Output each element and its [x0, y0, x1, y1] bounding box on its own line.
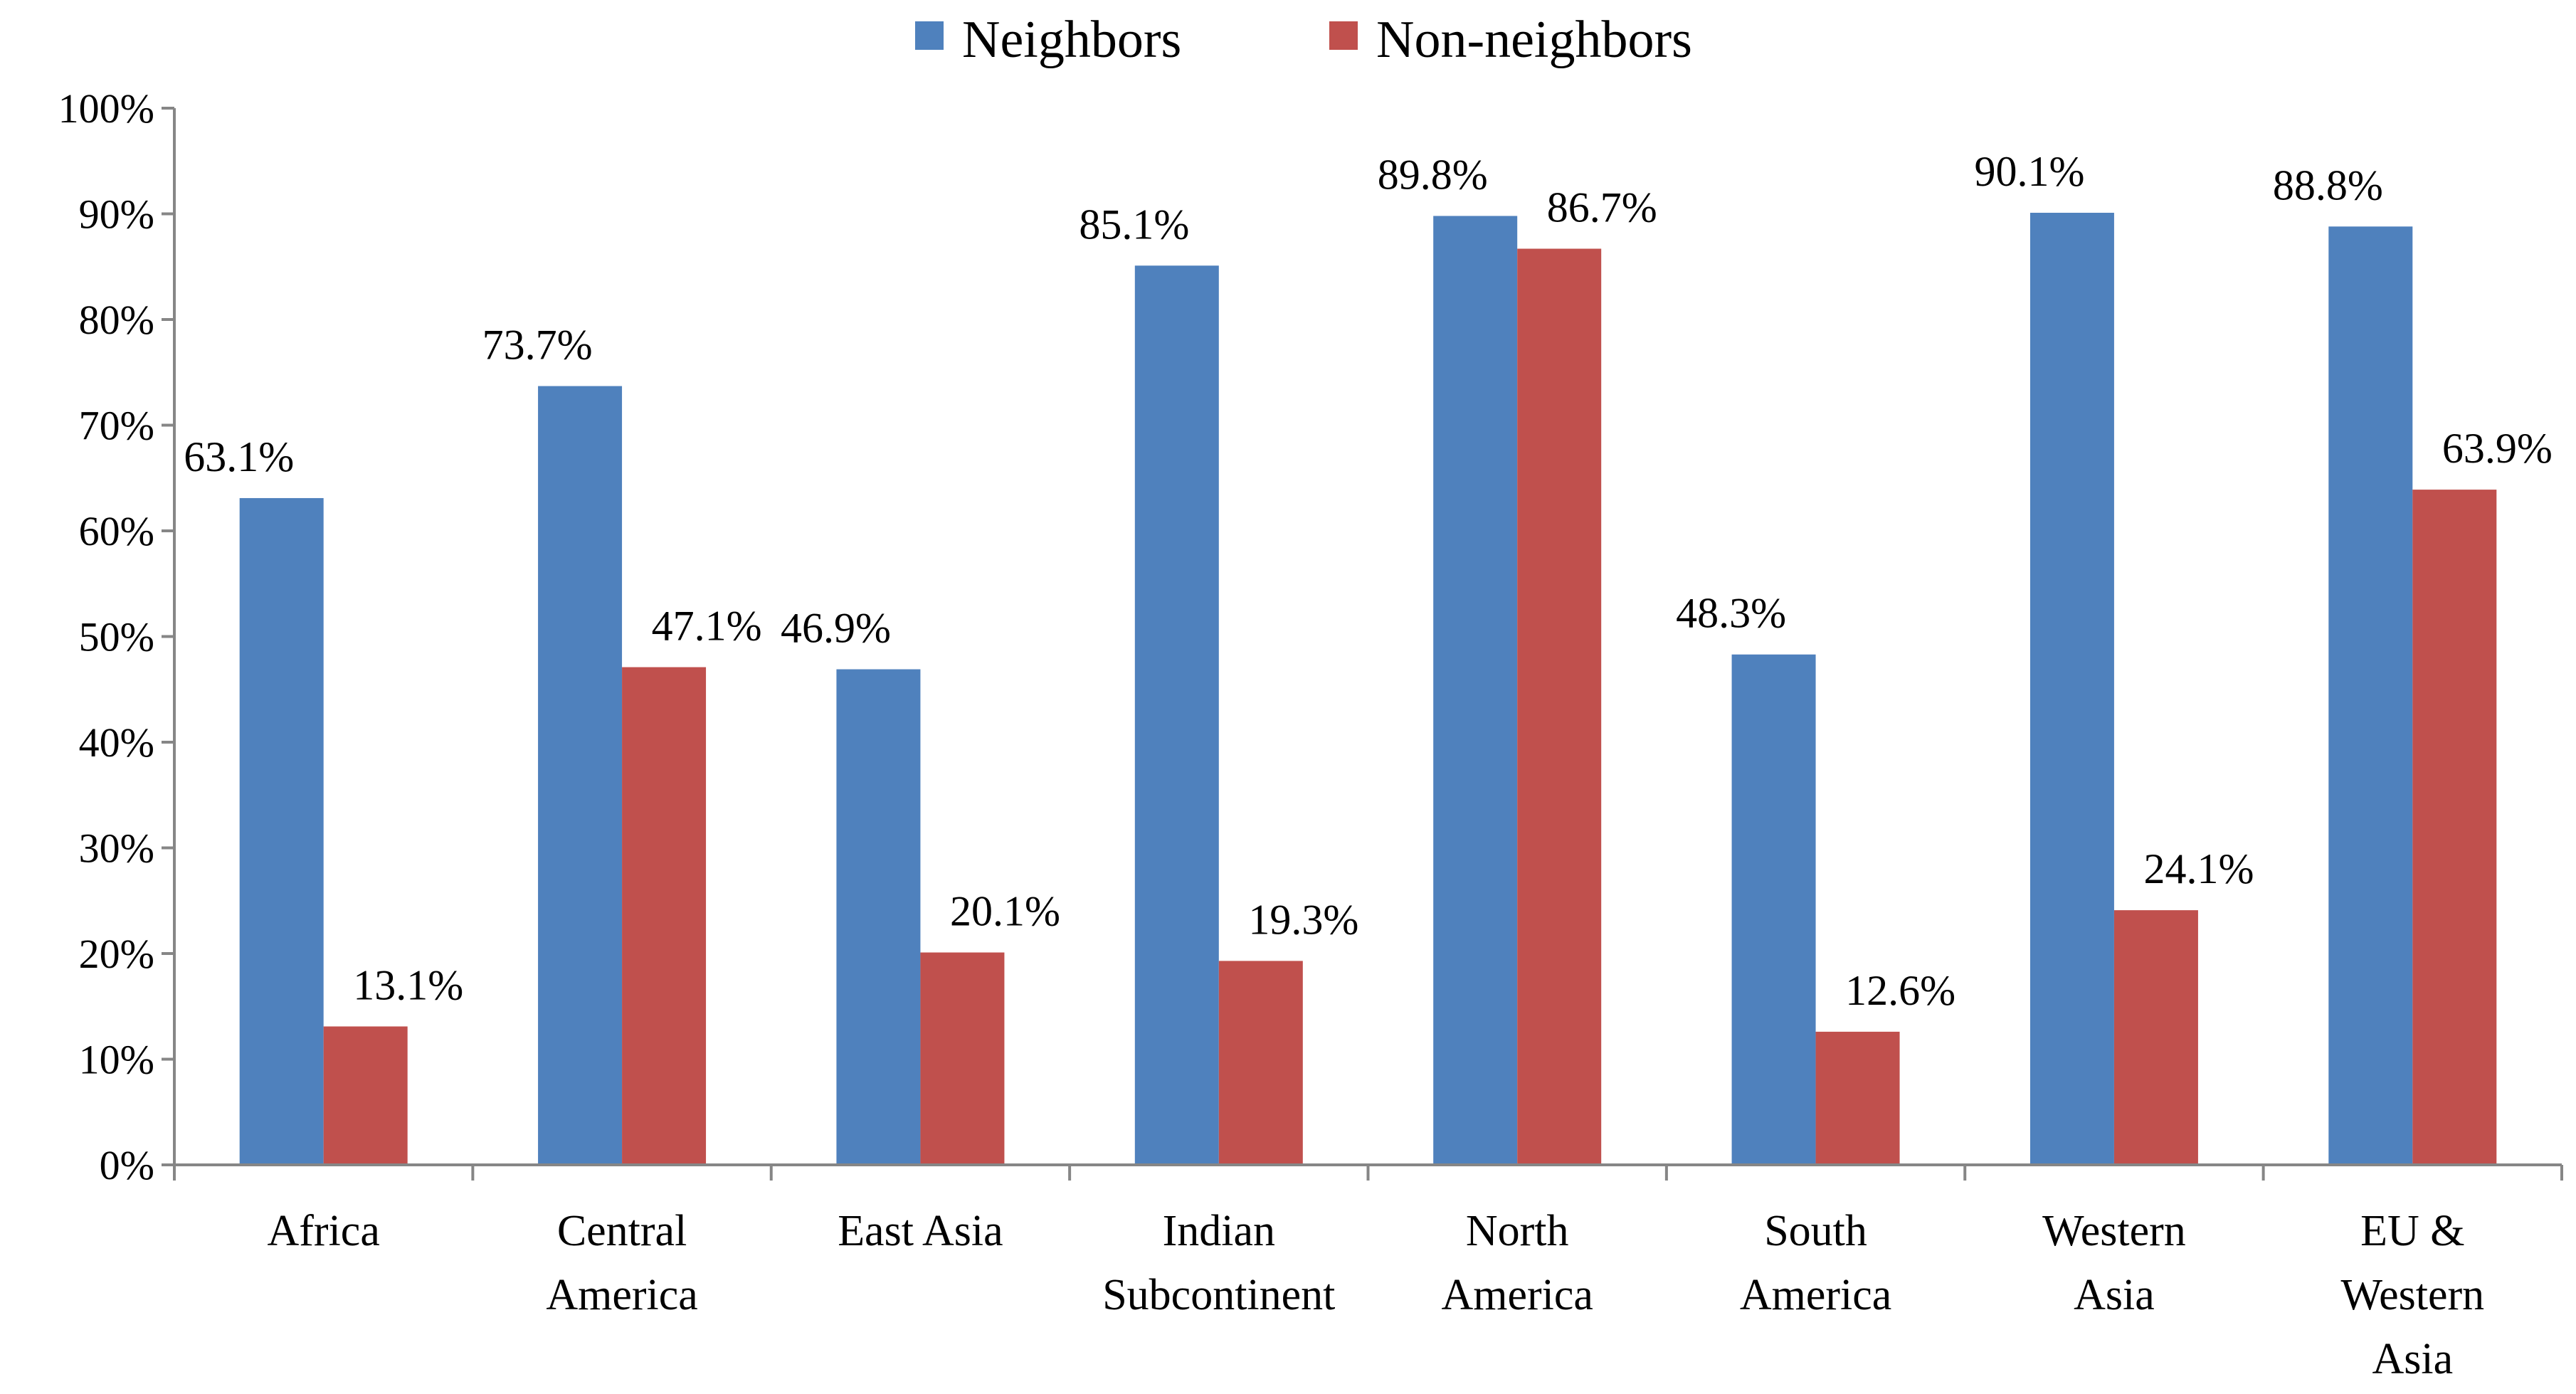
- data-label-neighbors: 73.7%: [482, 322, 593, 369]
- data-label-neighbors: 89.8%: [1378, 151, 1488, 198]
- x-tick-label: America: [546, 1271, 697, 1319]
- x-tick-label: America: [1441, 1271, 1593, 1319]
- x-tick-label: East Asia: [838, 1207, 1003, 1255]
- bar-neighbors: [2029, 213, 2114, 1165]
- bar-neighbors: [1433, 216, 1518, 1166]
- x-tick-label: America: [1740, 1271, 1891, 1319]
- data-label-non-neighbors: 19.3%: [1248, 896, 1358, 943]
- legend-swatch-neighbors: [915, 21, 944, 50]
- y-tick-label: 0%: [100, 1142, 154, 1188]
- y-tick-label: 70%: [79, 403, 154, 449]
- bar-non-neighbors: [920, 952, 1005, 1165]
- bar-neighbors: [836, 669, 921, 1165]
- data-label-non-neighbors: 20.1%: [950, 888, 1060, 935]
- data-label-non-neighbors: 47.1%: [652, 603, 762, 650]
- bars: [239, 213, 2497, 1166]
- data-label-non-neighbors: 86.7%: [1547, 184, 1657, 231]
- bar-non-neighbors: [1218, 961, 1303, 1165]
- y-tick-label: 20%: [79, 931, 154, 977]
- bar-non-neighbors: [1517, 248, 1602, 1165]
- bar-neighbors: [1731, 654, 1816, 1165]
- bar-non-neighbors: [622, 667, 707, 1165]
- y-tick-label: 60%: [79, 508, 154, 554]
- bar-non-neighbors: [2412, 490, 2497, 1165]
- data-label-non-neighbors: 13.1%: [353, 961, 463, 1008]
- legend-label-non-neighbors: Non-neighbors: [1376, 11, 1692, 69]
- data-label-neighbors: 48.3%: [1676, 590, 1786, 637]
- bar-neighbors: [1134, 265, 1219, 1165]
- y-axis: 0% 10% 20% 30% 40% 50% 60% 70% 80% 90% 100%: [58, 85, 176, 1188]
- x-tick-label: South: [1764, 1207, 1867, 1255]
- bar-neighbors: [538, 386, 623, 1166]
- x-tick-label: Western: [2341, 1271, 2485, 1319]
- data-label-neighbors: 90.1%: [1974, 148, 2084, 195]
- data-label-neighbors: 88.8%: [2273, 162, 2383, 208]
- data-label-non-neighbors: 12.6%: [1845, 967, 1955, 1014]
- legend-swatch-non-neighbors: [1329, 21, 1358, 50]
- x-tick-label: EU &: [2360, 1207, 2464, 1255]
- bar-non-neighbors: [2113, 910, 2198, 1165]
- y-tick-label: 50%: [79, 614, 154, 660]
- x-tick-label: Africa: [268, 1207, 380, 1255]
- bar-non-neighbors: [323, 1026, 408, 1165]
- data-label-neighbors: 85.1%: [1079, 201, 1189, 248]
- y-tick-label: 40%: [79, 719, 154, 766]
- x-tick-label: Western: [2042, 1207, 2186, 1255]
- x-tick-label: Asia: [2372, 1335, 2453, 1383]
- y-tick-label: 10%: [79, 1037, 154, 1083]
- x-tick-label: Subcontinent: [1102, 1271, 1335, 1319]
- data-label-neighbors: 63.1%: [184, 433, 294, 480]
- y-tick-label: 90%: [79, 191, 154, 238]
- y-tick-label: 80%: [79, 297, 154, 343]
- bar-neighbors: [2328, 226, 2413, 1165]
- y-tick-label: 100%: [58, 85, 154, 132]
- legend: Neighbors Non-neighbors: [915, 11, 1692, 69]
- data-label-neighbors: 46.9%: [781, 605, 891, 652]
- data-labels: 63.1% 13.1% 73.7% 47.1% 46.9% 20.1% 85.1% 19.3%…: [184, 148, 2553, 1014]
- x-tick-label: Indian: [1163, 1207, 1275, 1255]
- legend-label-neighbors: Neighbors: [962, 11, 1181, 69]
- y-tick-label: 30%: [79, 825, 154, 872]
- bar-non-neighbors: [1815, 1031, 1900, 1165]
- x-tick-label: North: [1466, 1207, 1569, 1255]
- x-tick-label: Asia: [2074, 1271, 2155, 1319]
- bar-neighbors: [239, 497, 324, 1165]
- data-label-non-neighbors: 24.1%: [2143, 845, 2254, 892]
- x-tick-label: Central: [557, 1207, 687, 1255]
- data-label-non-neighbors: 63.9%: [2442, 425, 2553, 472]
- x-axis: Africa Central America East Asia Indian Subco…: [173, 1163, 2563, 1383]
